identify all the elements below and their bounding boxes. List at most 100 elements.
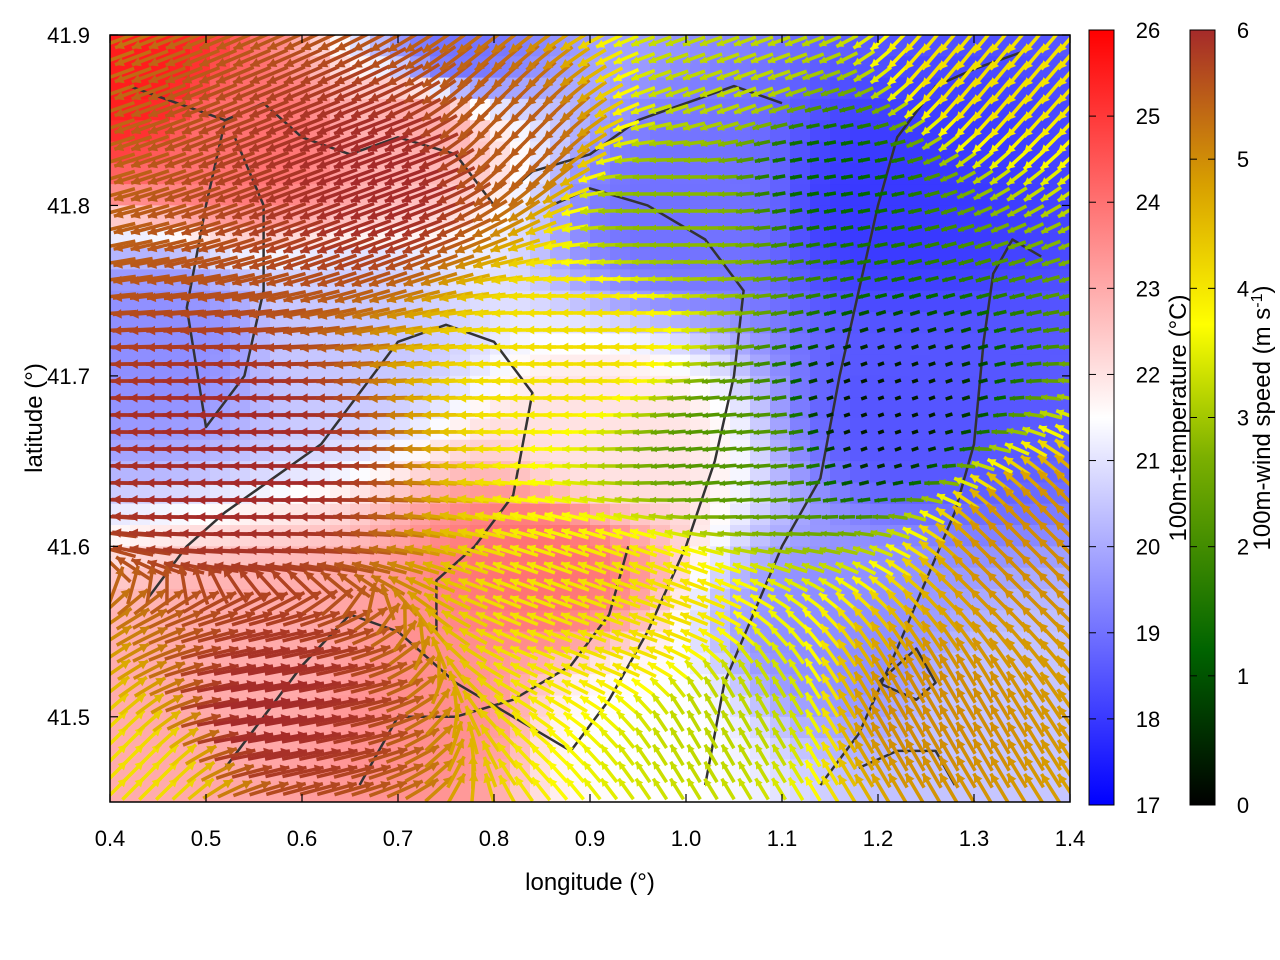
wind-arrow: [911, 378, 919, 384]
temperature-cell: [190, 418, 211, 441]
temperature-cell: [850, 162, 871, 185]
temperature-cell: [890, 439, 911, 462]
temperature-cell: [910, 461, 931, 484]
temperature-cell: [590, 418, 611, 441]
temperature-cell: [850, 354, 871, 377]
temperature-cell: [270, 503, 291, 526]
temperature-cell: [150, 333, 171, 356]
temperature-cell: [530, 333, 551, 356]
temperature-cell: [190, 503, 211, 526]
colorbar-tick-label: 4: [1237, 276, 1249, 301]
temperature-cell: [930, 248, 951, 270]
temperature-cell: [870, 503, 891, 526]
temperature-cell: [170, 439, 191, 462]
temperature-cell: [850, 375, 871, 398]
x-tick-label: 0.8: [479, 826, 510, 851]
colorbar-tick-label: 5: [1237, 147, 1249, 172]
temperature-cell: [910, 375, 931, 398]
temperature-cell: [710, 503, 731, 526]
temperature-cell: [650, 248, 671, 270]
y-tick-label: 41.9: [47, 23, 90, 48]
temperature-cell: [290, 418, 311, 441]
colorbar-tick-label: 19: [1136, 621, 1160, 646]
temperature-cell: [810, 290, 831, 313]
temperature-cell: [1050, 333, 1070, 356]
temperature-cell: [810, 120, 831, 143]
x-tick-label: 1.0: [671, 826, 702, 851]
colorbar-tick-label: 24: [1136, 190, 1160, 215]
x-tick-label: 1.3: [959, 826, 990, 851]
temperature-cell: [390, 418, 411, 441]
temperature-cell: [130, 333, 151, 356]
temperature-cell: [770, 503, 791, 526]
temperature-cell: [690, 248, 711, 270]
wind-speed-colorbar-label: 100m-wind speed (m s-1): [1249, 286, 1277, 551]
wind-arrow: [894, 412, 902, 418]
temperature-cell: [270, 418, 291, 441]
temperature-cell: [770, 162, 791, 185]
temperature-cell: [910, 333, 931, 356]
temperature-cell: [890, 205, 911, 228]
temperature-cell: [290, 503, 311, 526]
temperature-cell: [650, 418, 671, 441]
colorbar-tick-label: 20: [1136, 535, 1160, 560]
temperature-cell: [750, 503, 771, 526]
temperature-cell: [950, 418, 971, 441]
x-tick-label: 0.7: [383, 826, 414, 851]
temperature-cell: [830, 503, 851, 526]
temperature-cell: [610, 290, 631, 313]
temperature-cell: [750, 162, 771, 185]
temperature-cell: [610, 375, 631, 398]
temperature-cell: [870, 248, 891, 270]
x-tick-label: 1.2: [863, 826, 894, 851]
temperature-cell: [430, 780, 451, 802]
y-tick-label: 41.5: [47, 705, 90, 730]
y-axis-title: latitude (°): [21, 363, 48, 473]
temperature-cell: [630, 418, 651, 441]
temperature-cell: [870, 290, 891, 313]
colorbar-tick-label: 18: [1136, 707, 1160, 732]
temperature-cell: [630, 333, 651, 356]
temperature-cell: [850, 333, 871, 356]
temperature-cell: [150, 503, 171, 526]
temperature-cell: [850, 418, 871, 441]
temperature-cell: [790, 248, 811, 270]
temperature-cell: [670, 162, 691, 185]
temperature-cell: [390, 503, 411, 526]
temperature-cell: [910, 162, 931, 185]
temperature-colorbar: [1088, 29, 1115, 806]
temperature-cell: [350, 503, 371, 526]
colorbar-tick-label: 22: [1136, 362, 1160, 387]
temperature-cell: [570, 375, 591, 398]
wind-arrow: [911, 429, 919, 435]
temperature-cell: [790, 162, 811, 185]
colorbar-tick-label: 21: [1136, 449, 1160, 474]
temperature-cell: [130, 418, 151, 441]
temperature-cell: [810, 205, 831, 228]
x-tick-label: 0.9: [575, 826, 606, 851]
temperature-cell: [130, 503, 151, 526]
temperature-cell: [550, 418, 571, 441]
temperature-cell: [490, 716, 511, 739]
temperature-cell: [630, 205, 651, 228]
temperature-colorbar-label: 100m-temperature (°C): [1165, 294, 1192, 541]
temperature-cell: [710, 162, 731, 185]
temperature-cell: [650, 162, 671, 185]
temperature-cell: [590, 248, 611, 270]
temperature-cell: [510, 333, 531, 356]
x-tick-label: 1.4: [1055, 826, 1086, 851]
temperature-cell: [490, 333, 511, 356]
temperature-cell: [230, 525, 251, 547]
temperature-cell: [750, 248, 771, 270]
y-tick-label: 41.8: [47, 193, 90, 218]
colorbar-tick-label: 17: [1136, 793, 1160, 818]
temperature-cell: [990, 333, 1011, 356]
temperature-cell: [230, 503, 251, 526]
temperature-cell: [610, 695, 631, 718]
temperature-cell: [890, 162, 911, 185]
temperature-cell: [350, 439, 371, 462]
temperature-cell: [710, 333, 731, 356]
wind-arrow: [877, 412, 885, 418]
temperature-cell: [630, 248, 651, 270]
